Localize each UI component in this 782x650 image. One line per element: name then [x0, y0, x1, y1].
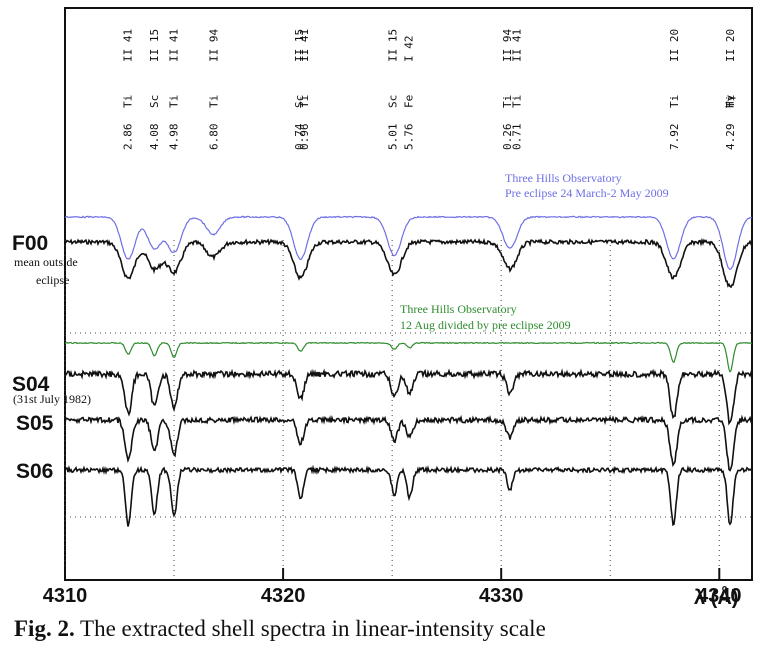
x-tick-label-4340: 4340 — [697, 585, 742, 607]
label-f00-sub-1: mean outside — [14, 255, 78, 269]
series-5-line — [64, 414, 753, 472]
line-id-ion: Fe — [403, 95, 416, 108]
line-id-ion: Ti — [298, 95, 311, 108]
line-id-multiplet: II 94 — [501, 29, 514, 62]
figure-caption-text: The extracted shell spectra in linear-in… — [80, 616, 546, 641]
line-id-ion: Sc — [293, 95, 306, 108]
line-id-ion: Ti — [168, 95, 181, 108]
series-3-line — [64, 341, 753, 373]
line-id-3: 6.80 Ti II 94 — [207, 29, 220, 150]
line-id-multiplet: II 15 — [386, 29, 399, 62]
line-id-wavelength: 0.96 — [298, 124, 311, 151]
line-id-wavelength: 5.01 — [386, 124, 399, 151]
line-id-wavelength: 6.80 — [207, 124, 220, 151]
spectra-chart: 2.86 Ti II 41 4.08 Sc II 15 4.98 Ti II 41 6.80 Ti I… — [12, 7, 753, 609]
line-id-wavelength: 5.76 — [403, 124, 416, 151]
line-id-2: 4.98 Ti II 41 — [168, 29, 181, 150]
line-id-ion: Ti — [511, 95, 524, 108]
figure-caption: Fig. 2. The extracted shell spectra in l… — [14, 616, 546, 642]
line-id-multiplet: II 41 — [121, 29, 134, 62]
line-id-wavelength: 0.71 — [511, 124, 524, 151]
line-id-multiplet: I 42 — [403, 36, 416, 63]
line-id-multiplet: II 20 — [724, 29, 737, 62]
label-f00: F00 — [12, 232, 48, 255]
label-f00-sub-2: eclipse — [36, 273, 69, 287]
line-id-multiplet: II 41 — [511, 29, 524, 62]
line-id-8: 0.26 Ti II 94 — [501, 29, 514, 150]
spectra-series — [64, 215, 753, 527]
annotation-blue-2: Pre eclipse 24 March-2 May 2009 — [505, 186, 669, 200]
line-id-6: 5.01 Sc II 15 — [386, 29, 399, 150]
plot-frame — [64, 7, 753, 581]
label-s04-sub: (31st July 1982) — [13, 392, 91, 406]
annotation-blue-1: Three Hills Observatory — [505, 171, 622, 185]
series-6-line — [64, 464, 753, 527]
line-id-ion: Ti — [668, 95, 681, 108]
label-s04: S04 — [12, 373, 50, 396]
line-id-ion: Sc — [148, 95, 161, 108]
line-id-wavelength: 0.74 — [293, 123, 306, 150]
line-id-1: 4.08 Sc II 15 — [148, 29, 161, 150]
line-id-ion: Ti — [501, 95, 514, 108]
plot-border — [64, 7, 753, 581]
line-id-multiplet: II 94 — [207, 29, 220, 62]
line-id-ion: Hγ — [724, 94, 737, 108]
line-id-ion: Ti — [207, 95, 220, 108]
line-id-7: 5.76 Fe I 42 — [403, 36, 416, 151]
line-id-ion: Ti — [724, 95, 737, 108]
x-axis-label: λ (Å) — [694, 585, 738, 609]
figure-number: Fig. 2. — [14, 616, 75, 641]
line-id-ion: Ti — [121, 95, 134, 108]
x-tick-label-4330: 4330 — [479, 585, 524, 607]
line-id-multiplet: II 20 — [668, 29, 681, 62]
line-id-multiplet: II 15 — [148, 29, 161, 62]
x-tick-label-4310: 4310 — [43, 585, 88, 607]
line-id-ion: Sc — [386, 95, 399, 108]
line-id-11: Hγ — [724, 94, 737, 108]
line-id-10: 7.92 Ti II 20 — [668, 29, 681, 150]
line-id-wavelength: 0.26 — [501, 124, 514, 151]
line-id-multiplet: II 15 — [293, 29, 306, 62]
line-id-wavelength: 4.29 — [724, 124, 737, 151]
label-s05: S05 — [16, 412, 54, 435]
line-identifications: 2.86 Ti II 41 4.08 Sc II 15 4.98 Ti II 41 6.80 Ti I… — [121, 29, 737, 150]
line-id-wavelength: 7.92 — [668, 124, 681, 151]
x-tick-label-4320: 4320 — [261, 585, 306, 607]
line-id-12: 4.29 Ti II 20 — [724, 29, 737, 150]
line-id-multiplet: II 41 — [298, 29, 311, 62]
line-id-multiplet: II 41 — [168, 29, 181, 62]
annotation-green-1: Three Hills Observatory — [400, 302, 517, 316]
annotation-green-2: 12 Aug divided by pre eclipse 2009 — [400, 318, 571, 332]
line-id-5: 0.96 Ti II 41 — [298, 29, 311, 150]
series-1-line — [64, 237, 753, 289]
series-4-line — [64, 368, 753, 426]
line-id-wavelength: 2.86 — [121, 124, 134, 151]
line-id-wavelength: 4.98 — [168, 124, 181, 151]
series-2-line — [64, 215, 753, 271]
grid — [64, 240, 752, 580]
line-id-0: 2.86 Ti II 41 — [121, 29, 134, 150]
line-id-wavelength: 4.08 — [148, 124, 161, 151]
label-s06: S06 — [16, 460, 53, 483]
line-id-9: 0.71 Ti II 41 — [511, 29, 524, 150]
line-id-4: 0.74 Sc II 15 — [293, 29, 306, 150]
